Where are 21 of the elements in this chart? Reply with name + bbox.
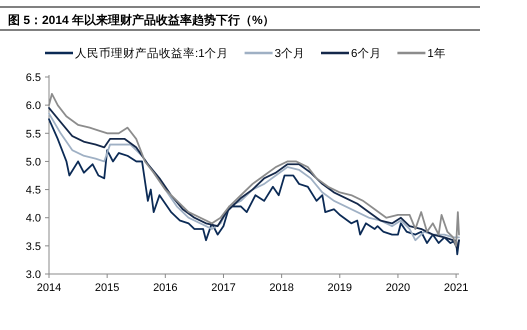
y-tick-label: 4.0 [26, 212, 41, 225]
y-tick-label: 5.0 [26, 156, 41, 168]
x-tick-label: 2015 [94, 282, 120, 294]
x-tick-label: 2021 [444, 282, 468, 294]
legend-label: 人民币理财产品收益率:1个月 [75, 46, 229, 60]
y-tick-label: 5.5 [26, 128, 41, 140]
x-tick-label: 2019 [328, 282, 352, 294]
x-tick-label: 2014 [36, 282, 62, 294]
chart-title: 图 5：2014 年以来理财产品收益率趋势下行（%） [8, 13, 275, 27]
y-tick-label: 6.0 [26, 100, 41, 112]
x-tick-label: 2017 [211, 282, 236, 294]
y-tick-label: 3.5 [26, 240, 41, 253]
x-tick-label: 2020 [386, 282, 410, 294]
y-tick-label: 3.0 [26, 269, 41, 281]
y-tick-label: 6.5 [26, 72, 41, 84]
legend-label: 6个月 [351, 47, 382, 60]
legend-label: 3个月 [274, 47, 305, 60]
y-tick-label: 4.5 [26, 184, 41, 197]
x-tick-label: 2018 [269, 282, 294, 294]
x-tick-label: 2016 [153, 282, 178, 294]
legend-label: 1年 [427, 47, 446, 60]
